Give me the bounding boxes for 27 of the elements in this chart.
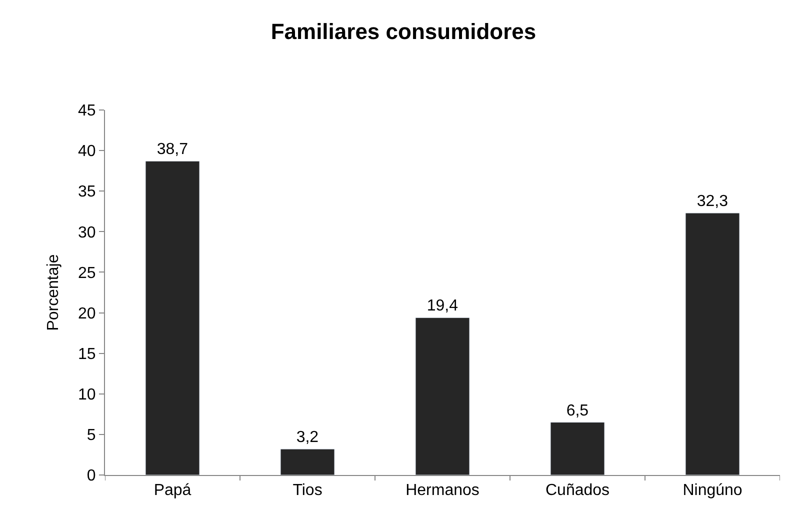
data-label: 6,5 <box>566 402 589 420</box>
x-tick-label: Cuñados <box>545 482 610 500</box>
y-tick-label: 5 <box>86 427 96 444</box>
y-tick-label: 40 <box>78 143 96 160</box>
x-tick-label: Papá <box>154 482 192 500</box>
bar <box>145 160 200 475</box>
x-tick-label: Tios <box>292 482 322 500</box>
bar <box>685 212 740 475</box>
bar <box>415 317 470 475</box>
y-tick-label: 0 <box>86 468 96 485</box>
y-tick-label: 25 <box>78 264 96 282</box>
y-tick-label: 35 <box>78 184 96 201</box>
chart-title: Familiares consumidores <box>270 19 536 44</box>
data-label: 32,3 <box>696 193 728 210</box>
y-tick-label: 30 <box>78 224 96 242</box>
y-tick-label: 45 <box>78 102 96 120</box>
bar <box>550 422 605 475</box>
x-tick-label: Ningúno <box>682 482 742 500</box>
y-tick-label: 10 <box>78 386 96 404</box>
bar <box>280 448 335 475</box>
y-axis-title: Porcentaje <box>44 254 62 331</box>
y-tick-label: 15 <box>78 346 96 363</box>
x-tick-label: Hermanos <box>406 482 480 500</box>
data-label: 3,2 <box>296 429 319 446</box>
data-label: 38,7 <box>156 141 188 158</box>
data-label: 19,4 <box>426 298 458 315</box>
y-tick-label: 20 <box>78 305 96 322</box>
